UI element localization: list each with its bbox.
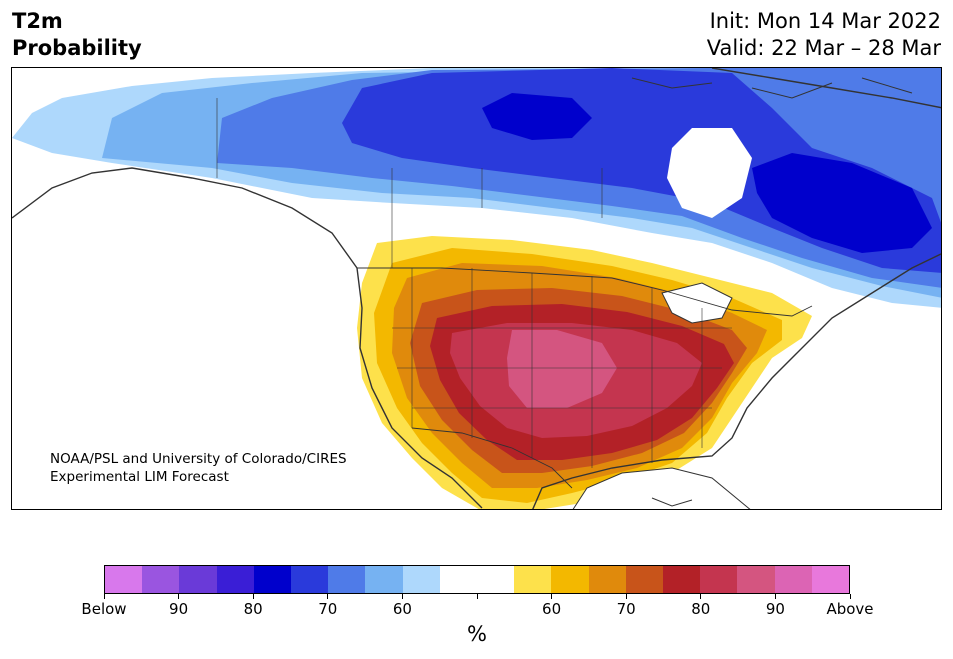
colorbar-tick (700, 594, 702, 599)
region-below-deep-1 (482, 93, 592, 140)
colorbar-segment (811, 566, 850, 593)
colorbar-unit: % (467, 622, 487, 646)
colorbar-segment (253, 566, 292, 593)
colorbar-segment (588, 566, 626, 593)
islands (631, 77, 913, 507)
hudson-bay (667, 128, 752, 218)
chart-title: T2m Probability (12, 8, 142, 62)
forecast-dates: Init: Mon 14 Mar 2022 Valid: 22 Mar – 28… (707, 8, 941, 62)
colorbar-segment (737, 566, 775, 593)
colorbar-tick (551, 594, 553, 599)
valid-range: Valid: 22 Mar – 28 Mar (706, 36, 941, 60)
colorbar-tick-label: Above (826, 600, 874, 618)
credit-line-1: NOAA/PSL and University of Colorado/CIRE… (50, 451, 347, 467)
colorbar-segment (439, 566, 478, 593)
colorbar-tick-label: 90 (169, 600, 189, 618)
colorbar (104, 565, 850, 594)
colorbar-tick-label: 60 (392, 600, 412, 618)
credit-text: NOAA/PSL and University of Colorado/CIRE… (50, 450, 347, 486)
colorbar-segment (551, 566, 589, 593)
colorbar-segment (291, 566, 329, 593)
colorbar-tick (252, 594, 254, 599)
colorbar-segment (625, 566, 664, 593)
title-line-1: T2m (12, 9, 63, 33)
us-canada-border (357, 267, 813, 317)
colorbar-segment (477, 566, 515, 593)
colorbar-tick (178, 594, 180, 599)
colorbar-segment (365, 566, 403, 593)
colorbar-segment (700, 566, 738, 593)
colorbar-segment (105, 566, 143, 593)
colorbar-tick (849, 594, 851, 599)
title-line-2: Probability (12, 36, 142, 60)
colorbar-tick (401, 594, 403, 599)
colorbar-segment (328, 566, 366, 593)
colorbar-tick-label: 60 (542, 600, 562, 618)
colorbar-tick-label: 70 (318, 600, 338, 618)
colorbar-segment (142, 566, 180, 593)
colorbar-tick (327, 594, 329, 599)
colorbar-tick-label: 80 (691, 600, 711, 618)
colorbar-segment (402, 566, 440, 593)
region-above-pink (507, 330, 617, 408)
colorbar-tick (103, 594, 105, 599)
colorbar-tick (625, 594, 627, 599)
colorbar-tick (774, 594, 776, 599)
colorbar-segment (216, 566, 254, 593)
state-lines (216, 98, 732, 468)
forecast-map: NOAA/PSL and University of Colorado/CIRE… (11, 67, 942, 510)
colorbar-segment (179, 566, 217, 593)
colorbar-tick-label: Below (81, 600, 127, 618)
gulf-of-mexico (572, 467, 751, 509)
map-canvas (12, 68, 941, 509)
colorbar-segment (774, 566, 812, 593)
init-date: Init: Mon 14 Mar 2022 (709, 9, 941, 33)
colorbar-tick-label: 70 (616, 600, 636, 618)
colorbar-tick-label: 90 (765, 600, 785, 618)
colorbar-segment (663, 566, 701, 593)
region-below-deep-2 (752, 153, 932, 253)
great-lakes (661, 282, 733, 324)
credit-line-2: Experimental LIM Forecast (50, 469, 229, 485)
colorbar-segment (514, 566, 552, 593)
colorbar-tick (476, 594, 478, 599)
colorbar-tick-label: 80 (243, 600, 263, 618)
us-mexico-border (411, 427, 573, 489)
coastline (12, 68, 941, 509)
